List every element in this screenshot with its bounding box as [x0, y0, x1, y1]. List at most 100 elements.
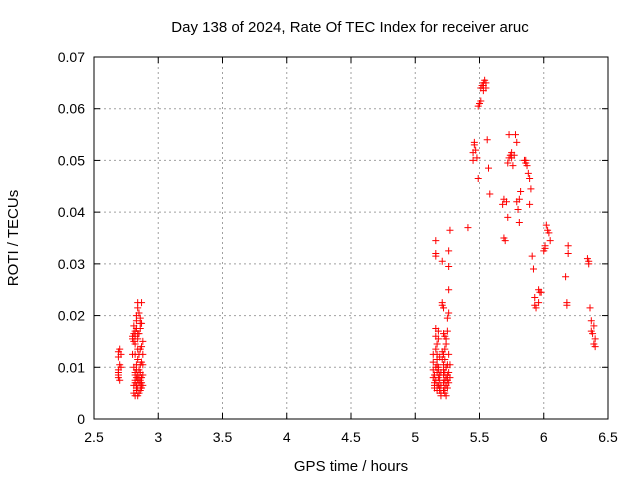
data-point — [542, 221, 550, 229]
data-point — [564, 242, 572, 250]
data-point — [135, 330, 143, 338]
data-point — [442, 335, 450, 343]
y-axis-label: ROTI / TECUs — [5, 190, 22, 286]
data-point — [432, 250, 440, 258]
data-point — [486, 190, 494, 198]
data-point — [434, 363, 442, 371]
data-point — [515, 195, 523, 203]
x-tick-label: 6 — [540, 429, 548, 445]
data-point — [469, 156, 477, 164]
x-tick-label: 5 — [411, 429, 419, 445]
data-point — [139, 350, 147, 358]
x-tick-label: 3 — [154, 429, 162, 445]
data-point — [443, 314, 451, 322]
data-point — [443, 327, 451, 335]
data-point — [139, 361, 147, 369]
data-point — [429, 358, 437, 366]
data-point — [470, 138, 478, 146]
data-point — [510, 151, 518, 159]
data-point — [482, 84, 490, 92]
data-point — [464, 224, 472, 232]
data-point — [499, 200, 507, 208]
data-point — [436, 353, 444, 361]
data-point — [591, 343, 599, 351]
data-point — [528, 252, 536, 260]
data-point — [441, 356, 449, 364]
data-point — [136, 314, 144, 322]
data-point — [513, 138, 521, 146]
data-point — [445, 350, 453, 358]
x-tick-label: 6.5 — [598, 429, 618, 445]
data-point — [116, 376, 124, 384]
data-point — [586, 304, 594, 312]
data-point — [531, 293, 539, 301]
data-point — [527, 185, 535, 193]
data-point — [139, 381, 147, 389]
data-point — [446, 226, 454, 234]
data-point — [523, 162, 531, 170]
x-tick-label: 5.5 — [470, 429, 490, 445]
data-point — [438, 257, 446, 265]
data-point — [473, 154, 481, 162]
data-point — [524, 169, 532, 177]
data-point — [504, 213, 512, 221]
chart-title: Day 138 of 2024, Rate Of TEC Index for r… — [171, 19, 529, 36]
data-point — [511, 131, 519, 139]
data-point — [443, 384, 451, 392]
data-point — [502, 198, 510, 206]
data-point — [116, 345, 124, 353]
data-point — [541, 244, 549, 252]
data-point — [564, 250, 572, 258]
data-point — [116, 361, 124, 369]
data-point — [134, 356, 142, 364]
data-point — [563, 299, 571, 307]
data-point — [514, 206, 522, 214]
data-point — [446, 374, 454, 382]
data-point — [517, 187, 525, 195]
y-tick-label: 0.01 — [58, 359, 85, 375]
data-point — [526, 200, 534, 208]
data-point — [135, 309, 143, 317]
data-point — [134, 299, 142, 307]
data-point — [591, 335, 599, 343]
data-point — [131, 340, 139, 348]
data-point — [526, 175, 534, 183]
data-point — [562, 273, 570, 281]
data-point — [501, 237, 509, 245]
data-point — [441, 345, 449, 353]
data-point — [484, 164, 492, 172]
y-tick-label: 0.07 — [58, 49, 85, 65]
plot-frame — [93, 56, 609, 420]
data-point — [440, 304, 448, 312]
data-point — [438, 299, 446, 307]
data-point — [590, 322, 598, 330]
data-point — [445, 368, 453, 376]
x-axis-label: GPS time / hours — [294, 458, 408, 475]
data-point — [445, 247, 453, 255]
data-point — [477, 97, 485, 105]
data-point — [445, 379, 453, 387]
data-point — [138, 319, 146, 327]
data-point — [432, 237, 440, 245]
x-tick-label: 3.5 — [213, 429, 233, 445]
data-point — [504, 159, 512, 167]
data-point — [445, 262, 453, 270]
data-point — [505, 131, 513, 139]
data-point — [529, 265, 537, 273]
x-tick-label: 4 — [283, 429, 291, 445]
data-point — [139, 371, 147, 379]
data-point — [472, 146, 480, 154]
data-point — [433, 340, 441, 348]
data-point — [432, 345, 440, 353]
y-tick-label: 0.05 — [58, 152, 85, 168]
data-point — [535, 299, 543, 307]
data-point — [434, 327, 442, 335]
data-point — [474, 175, 482, 183]
data-point — [483, 136, 491, 144]
data-points — [114, 76, 599, 400]
data-point — [545, 229, 553, 237]
data-point — [437, 392, 445, 400]
x-tick-label: 4.5 — [341, 429, 361, 445]
data-point — [585, 260, 593, 268]
